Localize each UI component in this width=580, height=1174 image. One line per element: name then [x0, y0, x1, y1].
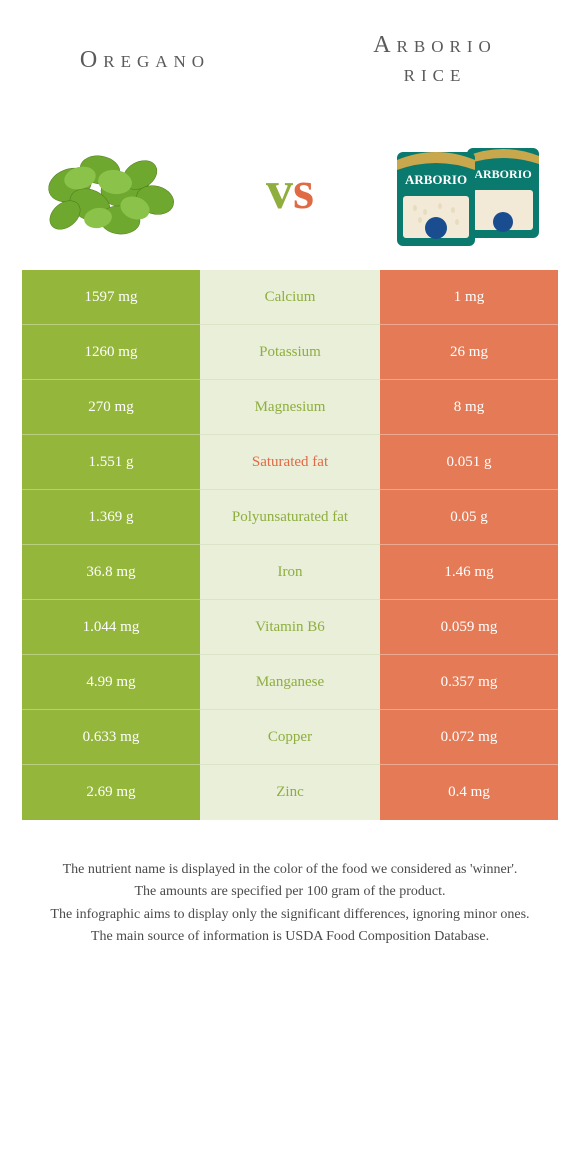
footnotes: The nutrient name is displayed in the co… [30, 860, 550, 947]
vs-v: v [266, 160, 293, 220]
title-right-line1: Arborio [373, 32, 497, 58]
nutrient-table: 1597 mgCalcium1 mg1260 mgPotassium26 mg2… [22, 270, 558, 820]
title-left: Oregano [0, 46, 290, 75]
table-row: 1260 mgPotassium26 mg [22, 325, 558, 380]
table-row: 4.99 mgManganese0.357 mg [22, 655, 558, 710]
left-value: 1260 mg [22, 325, 200, 380]
right-value: 1.46 mg [380, 545, 558, 600]
nutrient-label: Manganese [200, 655, 380, 710]
left-value: 1597 mg [22, 270, 200, 325]
table-row: 1597 mgCalcium1 mg [22, 270, 558, 325]
left-value: 1.369 g [22, 490, 200, 545]
right-value: 8 mg [380, 380, 558, 435]
right-value: 1 mg [380, 270, 558, 325]
right-value: 0.072 mg [380, 710, 558, 765]
nutrient-label: Calcium [200, 270, 380, 325]
vs-s: s [293, 160, 314, 220]
nutrient-label: Polyunsaturated fat [200, 490, 380, 545]
left-value: 36.8 mg [22, 545, 200, 600]
oregano-leaves-icon [30, 130, 190, 250]
nutrient-label: Potassium [200, 325, 380, 380]
right-value: 0.059 mg [380, 600, 558, 655]
footnote-1: The nutrient name is displayed in the co… [30, 860, 550, 880]
table-row: 270 mgMagnesium8 mg [22, 380, 558, 435]
svg-text:ARBORIO: ARBORIO [474, 167, 531, 181]
svg-text:ARBORIO: ARBORIO [405, 172, 467, 187]
oregano-image [20, 130, 200, 250]
nutrient-label: Magnesium [200, 380, 380, 435]
footnote-3: The infographic aims to display only the… [30, 905, 550, 925]
left-value: 4.99 mg [22, 655, 200, 710]
nutrient-label: Vitamin B6 [200, 600, 380, 655]
vs-label: vs [266, 159, 314, 221]
arborio-bags-icon: ARBORIO ARBORIO [385, 130, 555, 250]
title-right: Arborio rice [290, 31, 580, 89]
table-row: 2.69 mgZinc0.4 mg [22, 765, 558, 820]
footnote-4: The main source of information is USDA F… [30, 927, 550, 947]
left-value: 2.69 mg [22, 765, 200, 820]
right-value: 0.357 mg [380, 655, 558, 710]
table-row: 36.8 mgIron1.46 mg [22, 545, 558, 600]
nutrient-label: Saturated fat [200, 435, 380, 490]
left-value: 0.633 mg [22, 710, 200, 765]
arborio-image: ARBORIO ARBORIO [380, 130, 560, 250]
right-value: 0.051 g [380, 435, 558, 490]
left-value: 1.551 g [22, 435, 200, 490]
left-value: 270 mg [22, 380, 200, 435]
table-row: 0.633 mgCopper0.072 mg [22, 710, 558, 765]
table-row: 1.044 mgVitamin B60.059 mg [22, 600, 558, 655]
nutrient-label: Iron [200, 545, 380, 600]
right-value: 0.05 g [380, 490, 558, 545]
nutrient-label: Copper [200, 710, 380, 765]
left-value: 1.044 mg [22, 600, 200, 655]
table-row: 1.551 gSaturated fat0.051 g [22, 435, 558, 490]
footnote-2: The amounts are specified per 100 gram o… [30, 882, 550, 902]
table-row: 1.369 gPolyunsaturated fat0.05 g [22, 490, 558, 545]
right-value: 26 mg [380, 325, 558, 380]
header-row: Oregano Arborio rice [0, 0, 580, 120]
title-right-line2: rice [404, 61, 467, 87]
right-value: 0.4 mg [380, 765, 558, 820]
nutrient-label: Zinc [200, 765, 380, 820]
images-row: vs ARBORIO ARBORIO [0, 120, 580, 260]
